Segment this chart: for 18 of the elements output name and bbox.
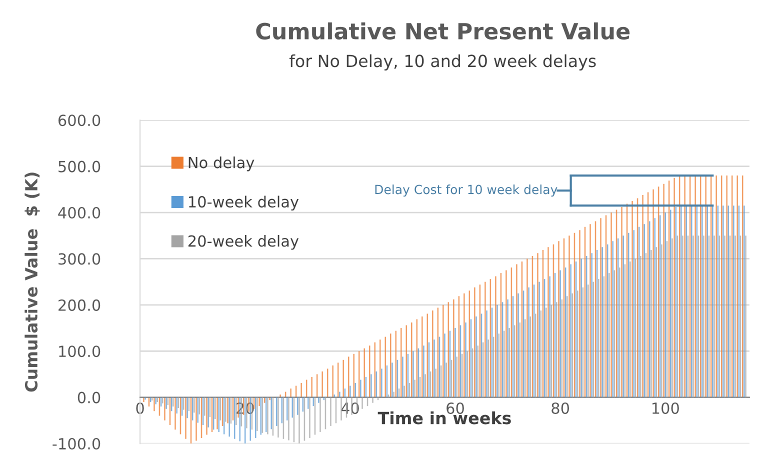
y-tick-label: 600.0 [58,114,100,126]
y-tick-label: 200.0 [58,299,100,311]
chart-title: Cumulative Net Present Value [256,22,630,40]
x-tick-label: 40 [341,402,359,414]
legend-label: 20-week delay [188,234,299,250]
y-tick-label: -100.0 [52,438,100,450]
x-tick-label: 80 [552,402,570,414]
annotation: Delay Cost for 10 week delay [375,184,558,197]
y-tick-label: 400.0 [58,206,100,219]
legend-label: No delay [188,156,254,172]
y-tick-label: 100.0 [59,346,100,358]
chart-subtitle: for No Delay, 10 and 20 week delays [289,54,596,70]
y-axis-title: Cumulative Value $ (K) [24,172,40,392]
x-tick-label: 100 [652,402,679,414]
y-tick-label: 0.0 [78,392,100,404]
y-tick-label: 300.0 [58,253,100,265]
legend-label: 10-week delay [189,196,299,211]
y-tick-label: 500.0 [58,160,100,172]
